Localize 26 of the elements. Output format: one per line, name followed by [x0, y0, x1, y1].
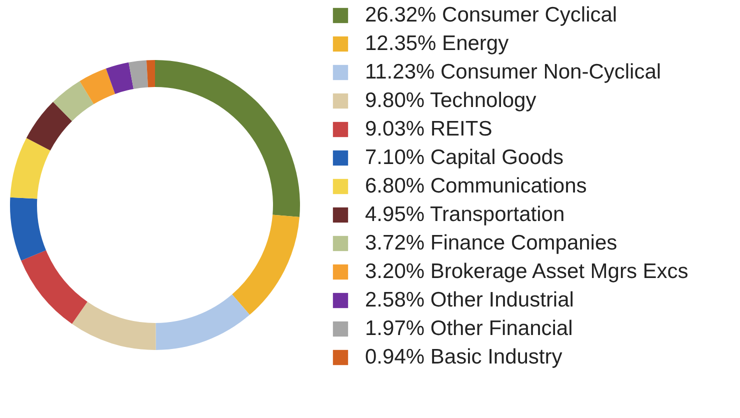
- legend-label: 0.94% Basic Industry: [365, 346, 563, 368]
- donut-slice: [106, 62, 134, 94]
- legend-label: 2.58% Other Industrial: [365, 288, 574, 312]
- donut-slice: [10, 138, 50, 199]
- legend-label: 4.95% Transportation: [365, 203, 565, 226]
- legend-label: 7.10% Capital Goods: [365, 146, 564, 169]
- donut-slice: [155, 60, 300, 218]
- donut-slice: [128, 60, 148, 89]
- donut-slice: [80, 68, 116, 104]
- legend-label: 9.03% REITS: [365, 118, 492, 140]
- legend-label: 3.72% Finance Companies: [365, 232, 618, 254]
- legend-label: 6.80% Communications: [365, 174, 587, 198]
- legend-label: 1.97% Other Financial: [365, 317, 573, 340]
- donut-slice: [10, 197, 46, 261]
- donut-slice: [26, 102, 72, 151]
- donut-slice: [21, 250, 88, 324]
- donut-slice: [156, 294, 250, 350]
- legend-label: 12.35% Energy: [365, 32, 510, 55]
- donut-slice: [232, 214, 300, 315]
- legend-label: 3.20% Brokerage Asset Mgrs Excs: [365, 260, 688, 283]
- donut-slice: [72, 302, 156, 350]
- donut-slice: [53, 81, 94, 122]
- legend-label: 9.80% Technology: [365, 89, 537, 112]
- legend-label: 11.23% Consumer Non-Cyclical: [365, 60, 662, 84]
- legend-label: 26.32% Consumer Cyclical: [365, 4, 618, 26]
- donut-slice: [146, 60, 155, 88]
